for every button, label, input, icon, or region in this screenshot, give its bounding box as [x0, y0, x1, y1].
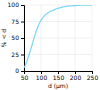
tick-mark: [21, 71, 24, 72]
tick: 50: [11, 34, 24, 41]
tick: 250: [87, 71, 99, 81]
tick: 200: [70, 71, 82, 81]
tick: 150: [53, 71, 65, 81]
tick-label: 0: [15, 67, 19, 74]
x-axis-title: d (µm): [48, 82, 68, 90]
grid: [24, 5, 92, 71]
tick-label: 150: [53, 74, 65, 81]
tick: 50: [21, 71, 29, 81]
tick-label: 25: [11, 51, 19, 58]
tick: 25: [11, 51, 24, 58]
chart: 501001502002500255075100d (µm)% < d: [0, 0, 100, 90]
tick-label: 75: [11, 18, 19, 25]
y-axis: 0 25 50 75 100: [8, 1, 25, 74]
tick: 100: [8, 1, 24, 8]
tick-label: 50: [21, 74, 29, 81]
tick-mark: [21, 38, 24, 39]
tick-mark: [21, 5, 24, 6]
tick-label: 200: [70, 74, 82, 81]
x-axis: 50 100 150 200 250: [21, 71, 99, 81]
y-axis-title: % < d: [0, 29, 7, 48]
plot: 50 100 150 200 250 0 25 50 75 100: [8, 1, 99, 81]
line: [24, 5, 92, 68]
tick: 75: [11, 18, 24, 25]
tick: 0: [15, 67, 24, 74]
tick-label: 250: [87, 74, 99, 81]
grid-line-y: [24, 21, 92, 22]
tick-label: 100: [8, 1, 20, 8]
tick-mark: [21, 22, 24, 23]
tick-label: 100: [36, 74, 48, 81]
tick: 100: [36, 71, 48, 81]
tick-label: 50: [11, 34, 19, 41]
axis-line: [21, 6, 25, 72]
marks: [24, 5, 92, 68]
tick-mark: [21, 55, 24, 56]
grid-line-y: [24, 54, 92, 55]
